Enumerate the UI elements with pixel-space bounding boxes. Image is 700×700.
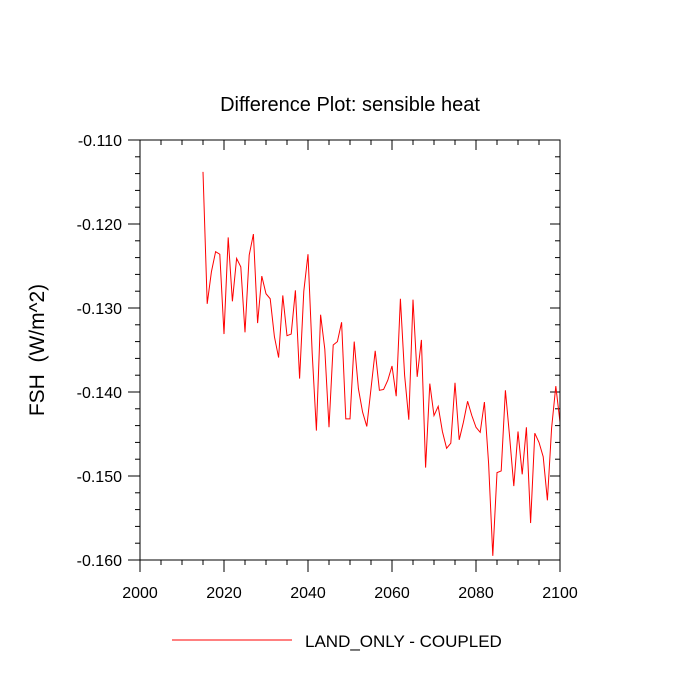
- y-tick-label: -0.150: [77, 469, 122, 486]
- legend-label: LAND_ONLY - COUPLED: [305, 632, 502, 651]
- minor-ticks: [135, 139, 561, 565]
- major-ticks: [128, 139, 561, 572]
- y-tick-label: -0.140: [77, 385, 122, 402]
- plot-frame: [139, 139, 561, 561]
- series-line-land-only-minus-coupled: [202, 171, 561, 556]
- x-tick-label: 2100: [542, 585, 578, 602]
- y-tick-label: -0.120: [77, 217, 122, 234]
- x-tick-label: 2000: [122, 585, 158, 602]
- x-tick-label: 2060: [374, 585, 410, 602]
- y-tick-label: -0.130: [77, 301, 122, 318]
- x-tick-label: 2040: [290, 585, 326, 602]
- x-tick-label: 2080: [458, 585, 494, 602]
- y-tick-label: -0.160: [77, 553, 122, 570]
- x-tick-label: 2020: [206, 585, 242, 602]
- x-tick-labels: 2000 2020 2040 2060 2080 2100: [122, 585, 578, 602]
- chart-title: Difference Plot: sensible heat: [220, 94, 480, 116]
- y-tick-label: -0.110: [78, 133, 122, 150]
- y-tick-labels: -0.110 -0.120 -0.130 -0.140 -0.150 -0.160: [77, 133, 122, 570]
- y-axis-label: FSH (W/m^2): [26, 284, 49, 416]
